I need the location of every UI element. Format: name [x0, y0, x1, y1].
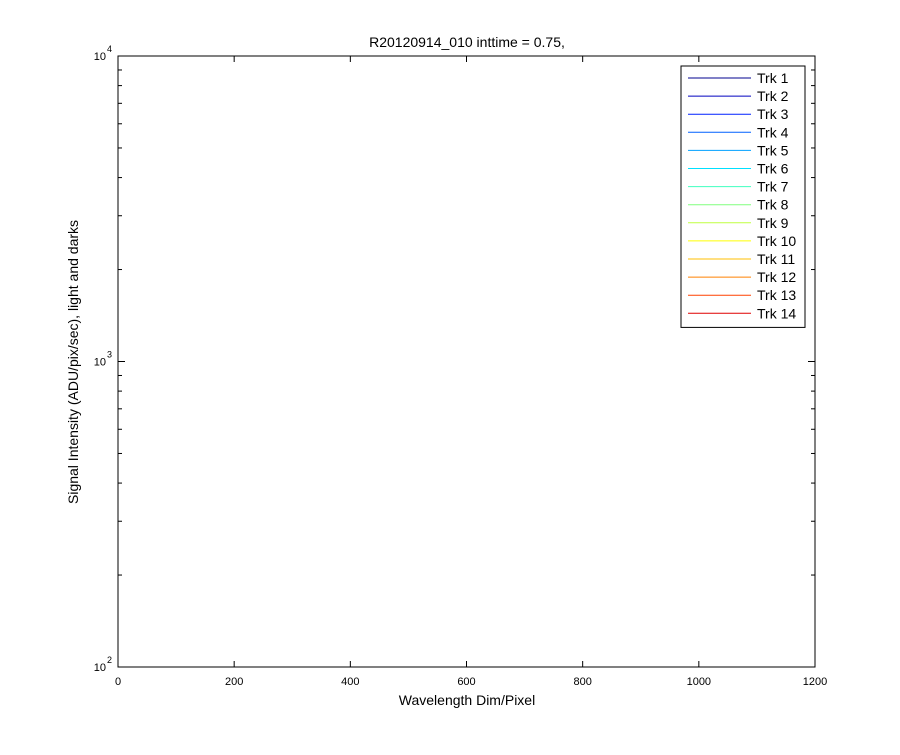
x-tick-label: 400 [341, 676, 359, 688]
x-tick-label: 200 [225, 676, 243, 688]
y-axis-label: Signal Intensity (ADU/pix/sec), light an… [65, 220, 81, 504]
legend-label: Trk 14 [757, 305, 796, 321]
legend-label: Trk 10 [757, 233, 796, 249]
x-axis-label: Wavelength Dim/Pixel [399, 692, 535, 708]
x-tick-label: 1200 [803, 676, 827, 688]
y-tick-label: 10 [94, 357, 106, 369]
legend-label: Trk 7 [757, 179, 789, 195]
x-tick-label: 800 [573, 676, 591, 688]
legend-label: Trk 13 [757, 287, 796, 303]
y-tick-exponent: 2 [107, 655, 112, 665]
legend-label: Trk 8 [757, 197, 789, 213]
legend-label: Trk 11 [757, 251, 795, 267]
y-tick-label: 10 [94, 51, 106, 63]
legend-label: Trk 6 [757, 161, 789, 177]
legend-label: Trk 12 [757, 269, 796, 285]
legend-label: Trk 2 [757, 88, 789, 104]
chart-title: R20120914_010 inttime = 0.75, [369, 34, 565, 50]
y-tick-exponent: 3 [107, 350, 112, 360]
y-tick-label: 10 [94, 662, 106, 674]
y-tick-exponent: 4 [107, 44, 112, 54]
legend-label: Trk 4 [757, 124, 789, 140]
legend-label: Trk 9 [757, 215, 789, 231]
x-tick-label: 0 [115, 676, 121, 688]
legend-label: Trk 3 [757, 106, 789, 122]
x-tick-label: 600 [457, 676, 475, 688]
x-tick-label: 1000 [687, 676, 711, 688]
legend: Trk 1 Trk 2 Trk 3 Trk 4 Trk 5 Trk 6 Trk 7 Trk 8… [680, 65, 806, 328]
legend-box [680, 65, 806, 328]
legend-label: Trk 1 [757, 70, 789, 86]
legend-label: Trk 5 [757, 142, 789, 158]
